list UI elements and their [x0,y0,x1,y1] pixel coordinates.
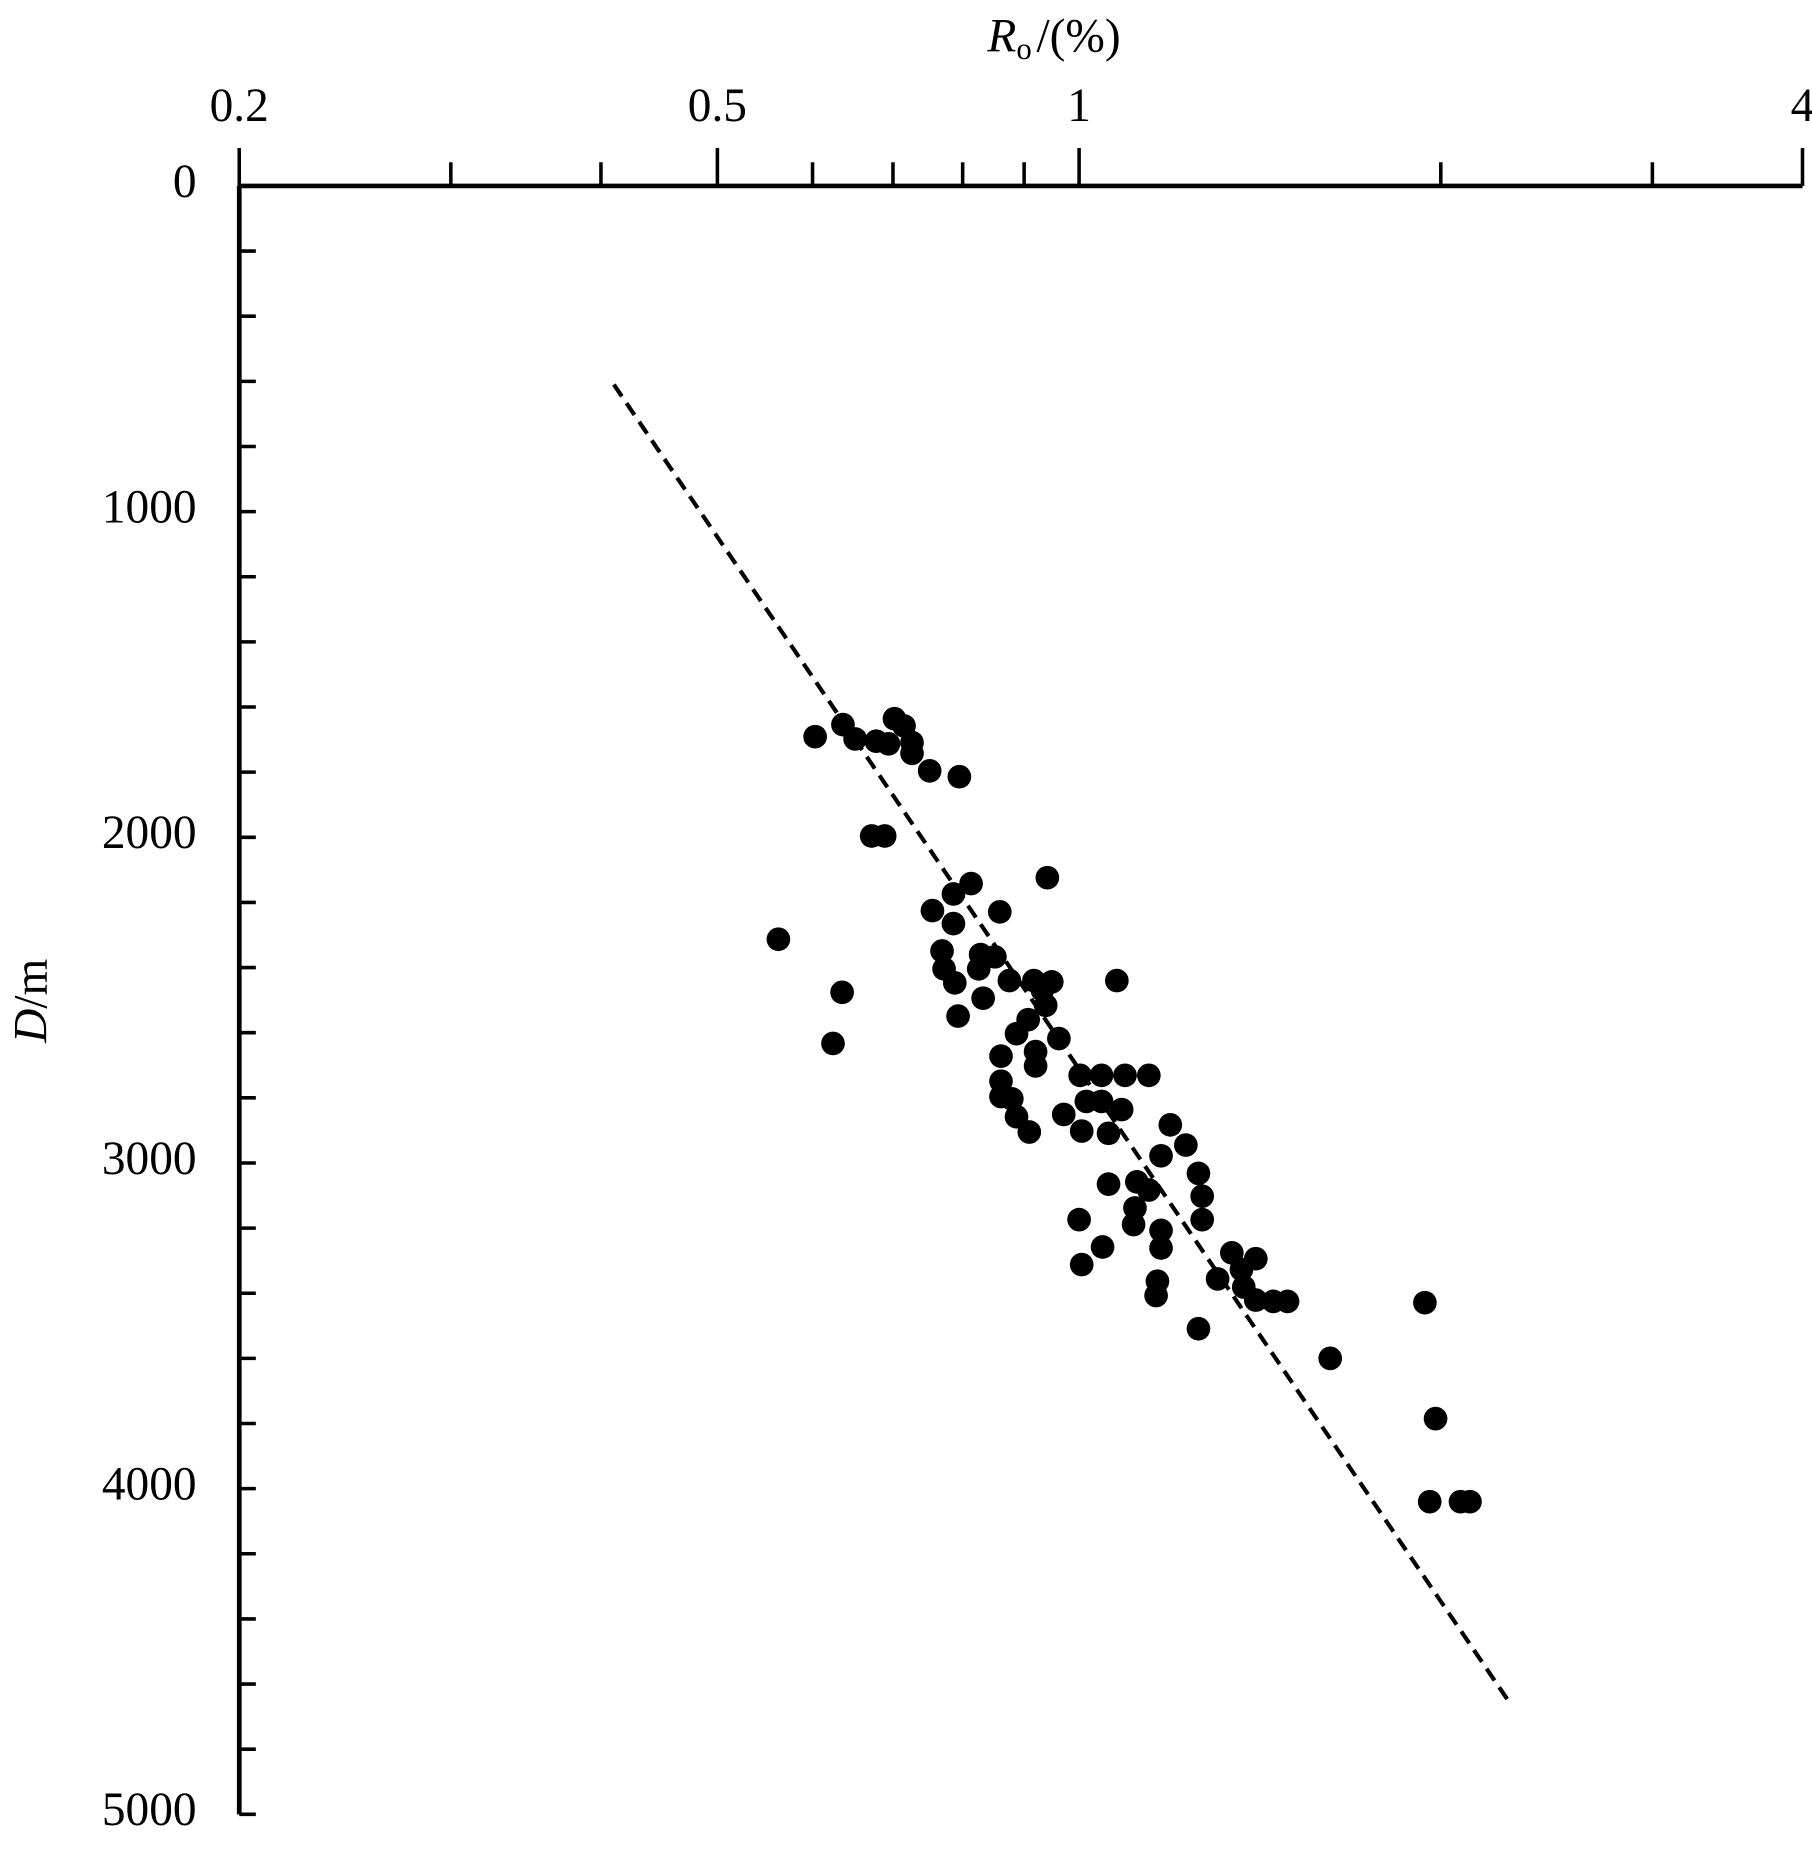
data-point [941,882,966,906]
data-point [941,911,966,936]
data-point [843,727,867,751]
data-point [971,986,995,1011]
data-point [1017,1120,1042,1144]
y-tick-label: 0 [173,156,197,208]
data-point [1047,1026,1071,1051]
data-point [989,1044,1013,1068]
data-point [1158,1113,1183,1137]
y-label-unit: /m [5,958,57,1008]
data-point [1067,1207,1091,1232]
data-point [1068,1063,1092,1088]
y-axis-label: D/m [5,958,57,1043]
data-point [946,1004,970,1028]
data-point [1096,1121,1121,1146]
y-tick-label: 1000 [102,481,197,533]
x-label-symbol: R [986,10,1016,62]
data-point [1136,1178,1161,1202]
data-point [1051,1102,1076,1127]
data-point [1109,1097,1134,1122]
data-point [983,944,1007,969]
x-tick-label: 1 [1067,80,1091,132]
data-point [1104,968,1129,993]
data-point [1149,1236,1173,1260]
data-point [930,939,954,963]
data-point [1069,1119,1094,1143]
y-tick-label: 5000 [102,1784,197,1836]
data-point [1275,1289,1300,1314]
data-point [942,971,967,995]
data-point [1089,1089,1114,1114]
data-point [1035,865,1060,890]
data-point [1023,1054,1048,1078]
data-point [997,968,1022,993]
x-axis-label: Ro/(%) [986,10,1120,66]
data-point [766,927,791,952]
x-tick-label: 4 [1791,80,1812,132]
data-point [1004,1021,1029,1046]
y-tick-label: 3000 [102,1133,197,1185]
x-label-subscript: o [1016,32,1031,66]
x-label-unit: /(%) [1036,10,1120,62]
data-point [872,824,897,848]
data-point [1144,1283,1168,1308]
data-point [821,1031,845,1056]
data-point [1423,1406,1448,1431]
data-point [1149,1218,1173,1243]
data-point [900,741,924,766]
data-point [999,1086,1024,1111]
data-point [803,724,827,749]
data-point [1121,1212,1146,1237]
data-point [1069,1252,1094,1277]
data-point [1243,1288,1268,1312]
data-point [1413,1290,1437,1315]
data-point [1090,1235,1115,1259]
data-point [917,759,942,783]
data-point [959,871,983,896]
data-point [987,900,1012,924]
data-point [1417,1489,1442,1514]
y-tick-label: 4000 [102,1459,197,1511]
data-point [1089,1063,1114,1088]
data-point [947,764,972,789]
data-point [1458,1489,1482,1514]
y-label-symbol: D [5,1009,57,1044]
x-tick-label: 0.2 [210,80,269,132]
data-point [1136,1063,1161,1088]
data-point [1174,1133,1198,1157]
data-point [1113,1063,1137,1088]
data-point [1190,1207,1215,1232]
data-point [876,731,901,756]
data-point [1318,1346,1343,1371]
data-point [1186,1161,1211,1186]
x-tick-label: 0.5 [688,80,747,132]
data-point [1096,1172,1121,1196]
data-point [1190,1184,1215,1209]
data-point [830,980,854,1005]
data-point [966,957,991,981]
y-tick-label: 2000 [102,807,197,859]
data-point [1205,1267,1230,1291]
data-point [920,898,945,923]
data-point [1229,1257,1254,1282]
data-point [1186,1316,1211,1341]
data-point [1149,1143,1173,1168]
data-point [1033,993,1058,1018]
